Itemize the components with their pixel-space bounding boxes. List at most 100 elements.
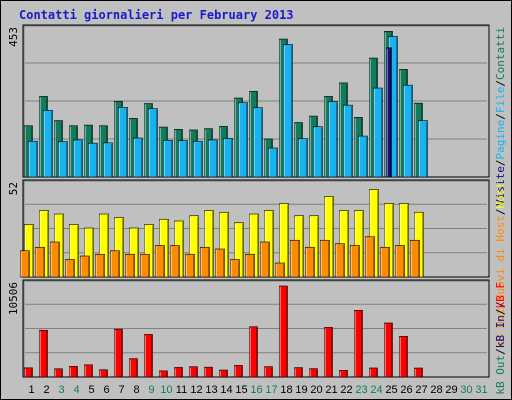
x-tick-label: 28 [430, 384, 442, 396]
bar-kb-f-day-19-fill [294, 367, 303, 378]
bar-nuovi-di-host-day-8 [125, 253, 135, 278]
bar-file-day-4 [73, 139, 83, 178]
y-max-label: 453 [7, 27, 20, 47]
bar-file-day-22-fill [343, 104, 353, 178]
bar-nuovi-di-host-day-3-fill [50, 241, 60, 278]
bar-kb-f-day-22 [339, 370, 348, 378]
bar-nuovi-di-host-day-1-fill [20, 250, 30, 278]
legend-label: kB In [494, 315, 507, 348]
bar-nuovi-di-host-day-14-fill [215, 248, 225, 278]
legend-separator: / [494, 301, 507, 308]
bar-nuovi-di-host-day-19-fill [290, 239, 300, 278]
bar-file-day-23-fill [358, 135, 368, 178]
y-max-label: 52 [7, 182, 20, 195]
bar-kb-f-day-11-fill [174, 367, 183, 378]
bar-nuovi-di-host-day-10-fill [155, 245, 165, 278]
legend-label: Nuovi di Host [494, 215, 507, 301]
bar-kb-f-day-6-fill [99, 369, 108, 378]
x-tick-label: 22 [340, 384, 352, 396]
bar-file-day-13-fill [208, 139, 218, 178]
x-tick-label: 30 [460, 384, 472, 396]
bar-kb-f-day-16 [249, 326, 258, 378]
bar-file-day-21-fill [328, 101, 338, 178]
bar-kb-f-day-26 [399, 335, 408, 378]
bar-file-day-11-fill [178, 140, 188, 178]
bar-nuovi-di-host-day-7-fill [110, 250, 120, 278]
bar-kb-f-day-8 [129, 358, 138, 378]
bar-file-day-6-fill [103, 142, 113, 178]
y-max-label: 10506 [7, 282, 20, 315]
x-tick-label: 11 [176, 384, 187, 396]
bar-file-day-24 [373, 87, 383, 178]
bar-file-day-1-fill [28, 140, 38, 178]
x-tick-label: 17 [265, 384, 277, 396]
bar-file-day-20-fill [313, 126, 323, 178]
bar-nuovi-di-host-day-8-fill [125, 253, 135, 278]
bar-nuovi-di-host-day-16-fill [245, 253, 255, 278]
bar-kb-f-day-3 [54, 368, 63, 378]
bar-file-day-11 [178, 140, 188, 178]
bar-kb-f-day-14-fill [219, 369, 228, 378]
bar-kb-f-day-11 [174, 367, 183, 378]
legend-label: kB F [494, 282, 507, 309]
x-tick-label: 19 [295, 384, 307, 396]
bar-nuovi-di-host-day-16 [245, 253, 255, 278]
legend-separator: / [494, 80, 507, 87]
bar-kb-f-day-5-fill [84, 364, 93, 378]
bar-file-day-10 [163, 139, 173, 178]
bar-file-day-19 [298, 138, 308, 178]
bar-nuovi-di-host-day-10 [155, 245, 165, 278]
bar-nuovi-di-host-day-21-fill [320, 239, 330, 278]
bar-kb-f-day-4-fill [69, 366, 78, 378]
bar-nuovi-di-host-day-18 [275, 262, 285, 278]
bar-nuovi-di-host-day-22-fill [335, 243, 345, 278]
bar-nuovi-di-host-day-12-fill [185, 253, 195, 278]
bar-nuovi-di-host-day-4 [65, 259, 75, 278]
bar-kb-f-day-5 [84, 364, 93, 378]
bar-visite-day-25 [386, 47, 392, 178]
bar-kb-f-day-20-fill [309, 368, 318, 378]
bar-file-day-2-fill [43, 109, 53, 178]
bar-kb-f-day-17 [264, 366, 273, 378]
bar-nuovi-di-host-day-5-fill [80, 255, 90, 278]
bar-file-day-4-fill [73, 139, 83, 178]
bar-file-day-10-fill [163, 139, 173, 178]
bar-file-day-8 [133, 137, 143, 178]
bar-file-day-5-fill [88, 142, 98, 178]
x-tick-label: 4 [73, 384, 79, 396]
bar-file-day-26 [403, 84, 413, 178]
bar-kb-f-day-2-fill [39, 329, 48, 378]
bar-file-day-16-fill [253, 107, 263, 178]
bar-kb-f-day-1-fill [24, 367, 33, 378]
x-tick-label: 6 [103, 384, 109, 396]
x-tick-label: 29 [445, 384, 457, 396]
bar-nuovi-di-host-day-21 [320, 239, 330, 278]
bar-nuovi-di-host-day-26 [395, 245, 405, 278]
bar-nuovi-di-host-day-6-fill [95, 253, 105, 278]
x-tick-label: 13 [205, 384, 217, 396]
bar-kb-f-day-13 [204, 366, 213, 378]
bar-kb-f-day-21-fill [324, 327, 333, 378]
x-tick-label: 7 [118, 384, 124, 396]
bar-nuovi-di-host-day-26-fill [395, 245, 405, 278]
bar-file-day-14-fill [223, 138, 233, 178]
bar-nuovi-di-host-day-22 [335, 243, 345, 278]
bar-nuovi-di-host-day-19 [290, 239, 300, 278]
x-tick-label: 14 [220, 384, 232, 396]
x-tick-label: 21 [325, 384, 337, 396]
bar-file-day-8-fill [133, 137, 143, 178]
bar-nuovi-di-host-day-24 [365, 236, 375, 278]
chart-title: Contatti giornalieri per February 2013 [19, 8, 294, 22]
x-tick-label: 25 [385, 384, 397, 396]
bar-kb-f-day-18-fill [279, 285, 288, 378]
bar-kb-f-day-25-fill [384, 322, 393, 378]
x-tick-label: 23 [355, 384, 367, 396]
bar-file-day-3 [58, 141, 68, 178]
bar-nuovi-di-host-day-20 [305, 246, 315, 278]
bar-file-day-18-fill [283, 44, 293, 178]
bar-file-day-21 [328, 101, 338, 178]
legend-label: File [494, 87, 507, 114]
bar-kb-f-day-27 [414, 367, 423, 378]
bar-file-day-16 [253, 107, 263, 178]
bar-nuovi-di-host-day-9-fill [140, 253, 150, 278]
